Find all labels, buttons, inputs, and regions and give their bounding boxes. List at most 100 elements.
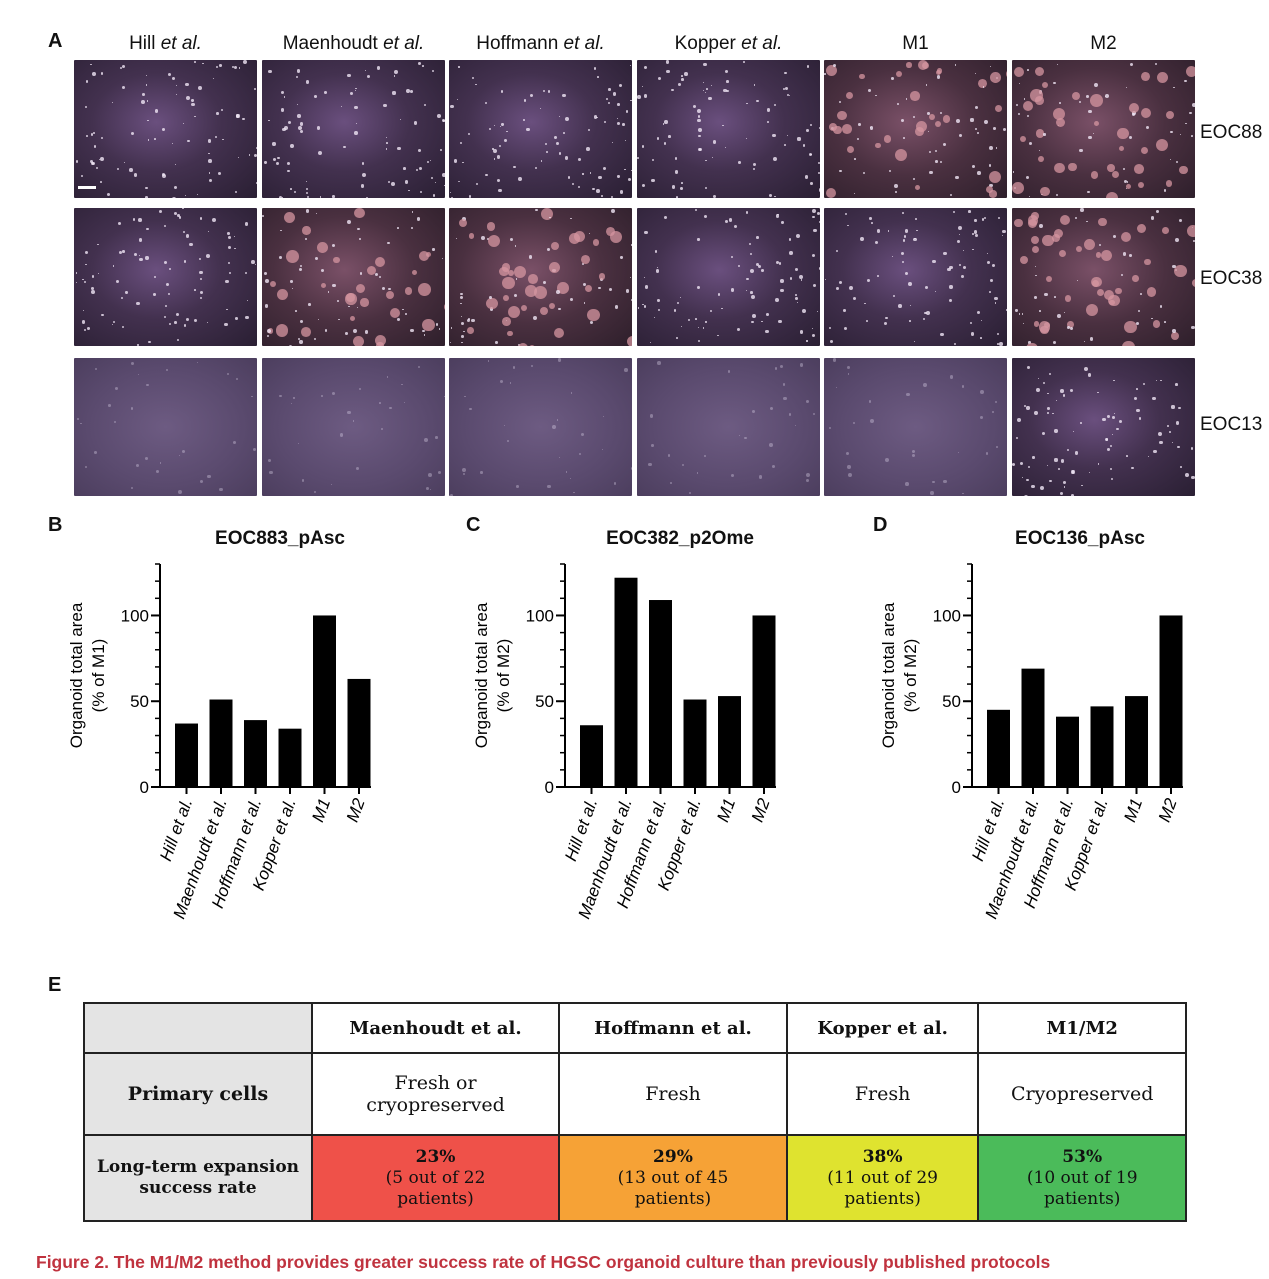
y-axis-label-line: Organoid total area	[472, 602, 491, 748]
table-header-m1m2: M1/M2	[977, 1002, 1187, 1054]
chart-title-d: EOC136_pAsc	[1015, 528, 1145, 549]
y-axis-label: Organoid total area (% of M2)	[879, 602, 920, 748]
column-header-m2: M2	[1012, 33, 1195, 55]
table-header-maenhoudt: Maenhoudt et al.	[310, 1002, 561, 1054]
column-header-name: Hoffmann	[476, 33, 559, 54]
x-tick-label: M2	[748, 795, 774, 824]
bar-1	[175, 723, 198, 787]
x-tick-label: Hill et al.	[156, 796, 196, 864]
micrograph-eoc13-hoffmann	[449, 358, 632, 496]
micrograph-eoc13-m1	[824, 358, 1007, 496]
bar-2	[614, 577, 638, 787]
success-percent: 53%	[1062, 1146, 1103, 1167]
success-count: (5 out of 22	[385, 1167, 486, 1188]
success-count: (13 out of 45	[617, 1167, 729, 1188]
x-tick-label: M1	[1120, 796, 1146, 825]
primary-cells-kopper: Fresh	[785, 1052, 980, 1136]
column-header-name: Kopper	[674, 33, 736, 54]
micrograph-eoc13-hill	[74, 358, 257, 496]
panel-label-e: E	[48, 974, 62, 996]
row-label-eoc88: EOC88	[1200, 122, 1263, 143]
cell-line: cryopreserved	[366, 1094, 505, 1116]
micrograph-eoc38-kopper	[637, 208, 820, 346]
panel-label-d: D	[873, 514, 888, 536]
scale-bar	[78, 186, 96, 189]
y-tick-label: 100	[526, 606, 554, 625]
success-rate-kopper: 38% (11 out of 29 patients)	[785, 1134, 980, 1222]
y-tick-label: 0	[952, 778, 961, 797]
y-axis-label-line: Organoid total area	[879, 602, 898, 748]
row-label-primary-cells: Primary cells	[83, 1052, 313, 1136]
column-header-name: M1	[902, 33, 929, 54]
column-header-name: M2	[1090, 33, 1117, 54]
micrograph-eoc13-kopper	[637, 358, 820, 496]
table-header-hoffmann: Hoffmann et al.	[558, 1002, 788, 1054]
column-header-suffix: et al.	[155, 33, 202, 54]
success-percent: 38%	[862, 1146, 903, 1167]
bar-5	[1125, 696, 1148, 787]
micrograph-eoc38-m2	[1012, 208, 1195, 346]
micrograph-eoc38-hill	[74, 208, 257, 346]
micrograph-eoc38-m1	[824, 208, 1007, 346]
column-header-hill: Hill et al.	[74, 33, 257, 55]
bar-4	[683, 699, 707, 787]
table-header-kopper: Kopper et al.	[785, 1002, 980, 1054]
bar-chart-d: 0 50 100 Organoid total area (% of M2) Hill e…	[879, 563, 1183, 921]
bar-6	[1159, 615, 1183, 787]
success-percent: 23%	[415, 1146, 456, 1167]
y-axis-label-line: (% of M1)	[89, 639, 108, 713]
panel-label-b: B	[48, 514, 63, 536]
bar-3	[244, 720, 267, 787]
row-label-eoc38: EOC38	[1200, 268, 1263, 289]
row-label-expansion-success: Long-term expansion success rate	[83, 1134, 313, 1222]
y-axis-label-line: Organoid total area	[67, 602, 86, 748]
success-count-unit: patients)	[1043, 1188, 1121, 1209]
micrograph-eoc88-kopper	[637, 60, 820, 198]
x-tick-label: Hill et al.	[968, 796, 1008, 864]
success-rate-m1m2: 53% (10 out of 19 patients)	[977, 1134, 1187, 1222]
figure-caption: Figure 2. The M1/M2 method provides grea…	[36, 1252, 1051, 1272]
success-rate-hoffmann: 29% (13 out of 45 patients)	[558, 1134, 788, 1222]
success-percent: 29%	[653, 1146, 693, 1167]
panel-label-a: A	[48, 30, 63, 52]
y-axis-label-line: (% of M2)	[901, 639, 920, 713]
y-tick-label: 50	[535, 692, 554, 711]
cell-line: Fresh or	[394, 1072, 477, 1094]
bar-5	[313, 615, 336, 787]
y-tick-label: 100	[933, 606, 961, 625]
success-count: (10 out of 19	[1026, 1167, 1138, 1188]
bar-4	[1090, 706, 1114, 787]
column-header-suffix: et al.	[735, 33, 783, 54]
column-header-m1: M1	[824, 33, 1007, 55]
y-tick-label: 100	[121, 606, 149, 625]
y-axis-label: Organoid total area (% of M1)	[67, 602, 108, 748]
success-count-unit: patients)	[634, 1188, 712, 1209]
bar-2	[1021, 668, 1045, 787]
success-rate-maenhoudt: 23% (5 out of 22 patients)	[310, 1134, 561, 1222]
bar-6	[752, 615, 776, 787]
primary-cells-hoffmann: Fresh	[558, 1052, 788, 1136]
success-count-unit: patients)	[397, 1188, 474, 1209]
bar-chart-c: 0 50 100 Organoid total area (% of M2) Hill e…	[472, 563, 776, 921]
x-tick-label: M1	[713, 796, 739, 825]
column-header-hoffmann: Hoffmann et al.	[449, 33, 632, 55]
bar-chart-b: 0 50 100 Organoid total area (% of M1) Hill e…	[67, 563, 371, 921]
protocol-comparison-table: Maenhoudt et al. Hoffmann et al. Kopper …	[83, 1002, 1187, 1222]
column-header-name: Maenhoudt	[282, 33, 378, 54]
x-tick-label: M2	[1155, 795, 1181, 824]
column-header-name: Hill	[129, 33, 156, 54]
micrograph-eoc38-hoffmann	[449, 208, 632, 346]
y-axis-label: Organoid total area (% of M2)	[472, 602, 513, 748]
micrograph-eoc13-m2	[1012, 358, 1195, 496]
x-tick-label: M2	[343, 795, 369, 824]
bar-1	[580, 725, 603, 787]
bar-5	[718, 696, 741, 787]
column-header-maenhoudt: Maenhoudt et al.	[262, 33, 445, 55]
primary-cells-m1m2: Cryopreserved	[977, 1052, 1187, 1136]
column-header-suffix: et al.	[558, 33, 605, 54]
bar-2	[209, 699, 233, 787]
table-corner-cell	[83, 1002, 313, 1054]
micrograph-eoc88-m2	[1012, 60, 1195, 198]
column-header-kopper: Kopper et al.	[637, 33, 820, 55]
bar-6	[347, 678, 371, 787]
